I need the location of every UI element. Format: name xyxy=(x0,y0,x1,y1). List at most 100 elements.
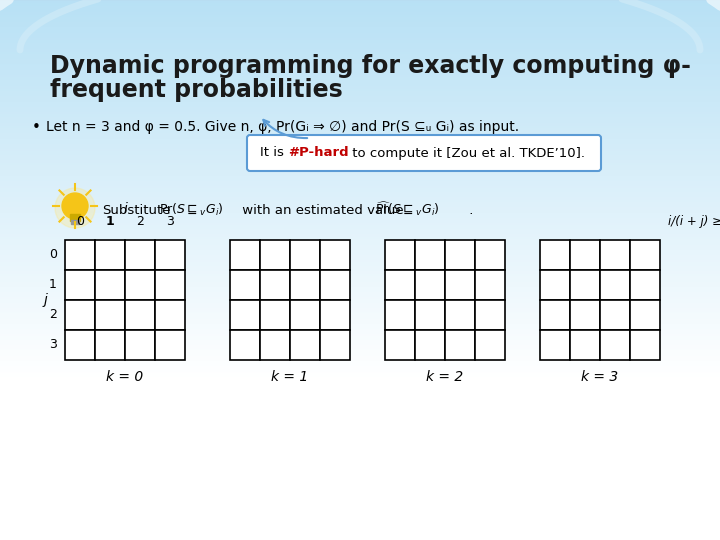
Bar xyxy=(0,229,720,230)
Bar xyxy=(0,380,720,381)
Bar xyxy=(65,240,95,270)
Bar xyxy=(0,343,720,344)
Bar xyxy=(65,270,95,300)
Bar xyxy=(0,180,720,181)
Bar xyxy=(0,455,720,456)
Bar xyxy=(0,30,720,31)
Bar xyxy=(0,404,720,405)
Bar xyxy=(0,105,720,106)
Bar xyxy=(0,252,720,253)
Bar xyxy=(630,300,660,330)
Bar xyxy=(0,430,720,431)
Bar xyxy=(0,151,720,152)
Bar xyxy=(0,181,720,182)
Bar xyxy=(415,330,445,360)
Bar xyxy=(0,195,720,196)
Bar xyxy=(0,293,720,294)
Bar xyxy=(540,300,570,330)
Bar xyxy=(0,206,720,207)
Bar xyxy=(0,497,720,498)
Bar xyxy=(0,99,720,100)
Bar xyxy=(0,91,720,92)
Bar xyxy=(0,196,720,197)
Text: •: • xyxy=(32,120,41,135)
Bar xyxy=(0,120,720,121)
Bar xyxy=(0,21,720,22)
Bar xyxy=(0,310,720,311)
Bar xyxy=(230,240,260,270)
Bar xyxy=(0,439,720,440)
Bar xyxy=(0,160,720,161)
Bar xyxy=(0,330,720,331)
Bar xyxy=(415,240,445,270)
Bar xyxy=(0,260,720,261)
Bar xyxy=(320,240,350,270)
Text: 2: 2 xyxy=(136,215,144,228)
Bar xyxy=(600,270,630,300)
Bar xyxy=(0,269,720,270)
Bar xyxy=(0,378,720,379)
Bar xyxy=(0,399,720,400)
Bar xyxy=(0,444,720,445)
Bar xyxy=(0,401,720,402)
Bar xyxy=(0,385,720,386)
Bar xyxy=(0,87,720,88)
Bar xyxy=(0,183,720,184)
Bar xyxy=(0,173,720,174)
Bar xyxy=(0,398,720,399)
Bar xyxy=(0,318,720,319)
Bar xyxy=(600,330,630,360)
Bar xyxy=(0,76,720,77)
Bar xyxy=(0,0,720,1)
Bar xyxy=(0,78,720,79)
Bar xyxy=(0,60,720,61)
Bar xyxy=(630,240,660,270)
Bar xyxy=(0,277,720,278)
Bar xyxy=(0,307,720,308)
Bar xyxy=(0,523,720,524)
Bar xyxy=(0,200,720,201)
Bar xyxy=(0,512,720,513)
Bar xyxy=(0,397,720,398)
Bar xyxy=(0,499,720,500)
Bar xyxy=(0,244,720,245)
Bar xyxy=(0,5,720,6)
Bar xyxy=(0,516,720,517)
Polygon shape xyxy=(0,0,720,5)
Bar xyxy=(0,503,720,504)
Bar xyxy=(0,396,720,397)
Bar xyxy=(0,157,720,158)
Bar xyxy=(0,69,720,70)
Bar xyxy=(0,239,720,240)
Bar xyxy=(155,330,185,360)
Bar xyxy=(0,340,720,341)
Bar xyxy=(0,209,720,210)
Bar xyxy=(0,35,720,36)
Bar xyxy=(0,337,720,338)
Bar xyxy=(0,45,720,46)
Bar xyxy=(385,240,415,270)
Bar xyxy=(0,237,720,238)
Bar xyxy=(0,433,720,434)
Bar xyxy=(0,81,720,82)
Bar xyxy=(0,133,720,134)
Bar xyxy=(0,63,720,64)
Bar xyxy=(0,522,720,523)
Bar xyxy=(0,267,720,268)
Bar xyxy=(0,70,720,71)
Bar xyxy=(0,84,720,85)
Bar xyxy=(415,300,445,330)
Bar xyxy=(0,447,720,448)
Bar xyxy=(0,513,720,514)
Bar xyxy=(0,218,720,219)
Bar xyxy=(0,264,720,265)
Bar xyxy=(0,199,720,200)
Bar xyxy=(0,489,720,490)
Bar xyxy=(0,395,720,396)
Bar xyxy=(0,14,720,15)
Bar xyxy=(0,435,720,436)
Bar xyxy=(0,360,720,361)
Bar xyxy=(0,197,720,198)
Bar xyxy=(0,532,720,533)
Bar xyxy=(0,57,720,58)
